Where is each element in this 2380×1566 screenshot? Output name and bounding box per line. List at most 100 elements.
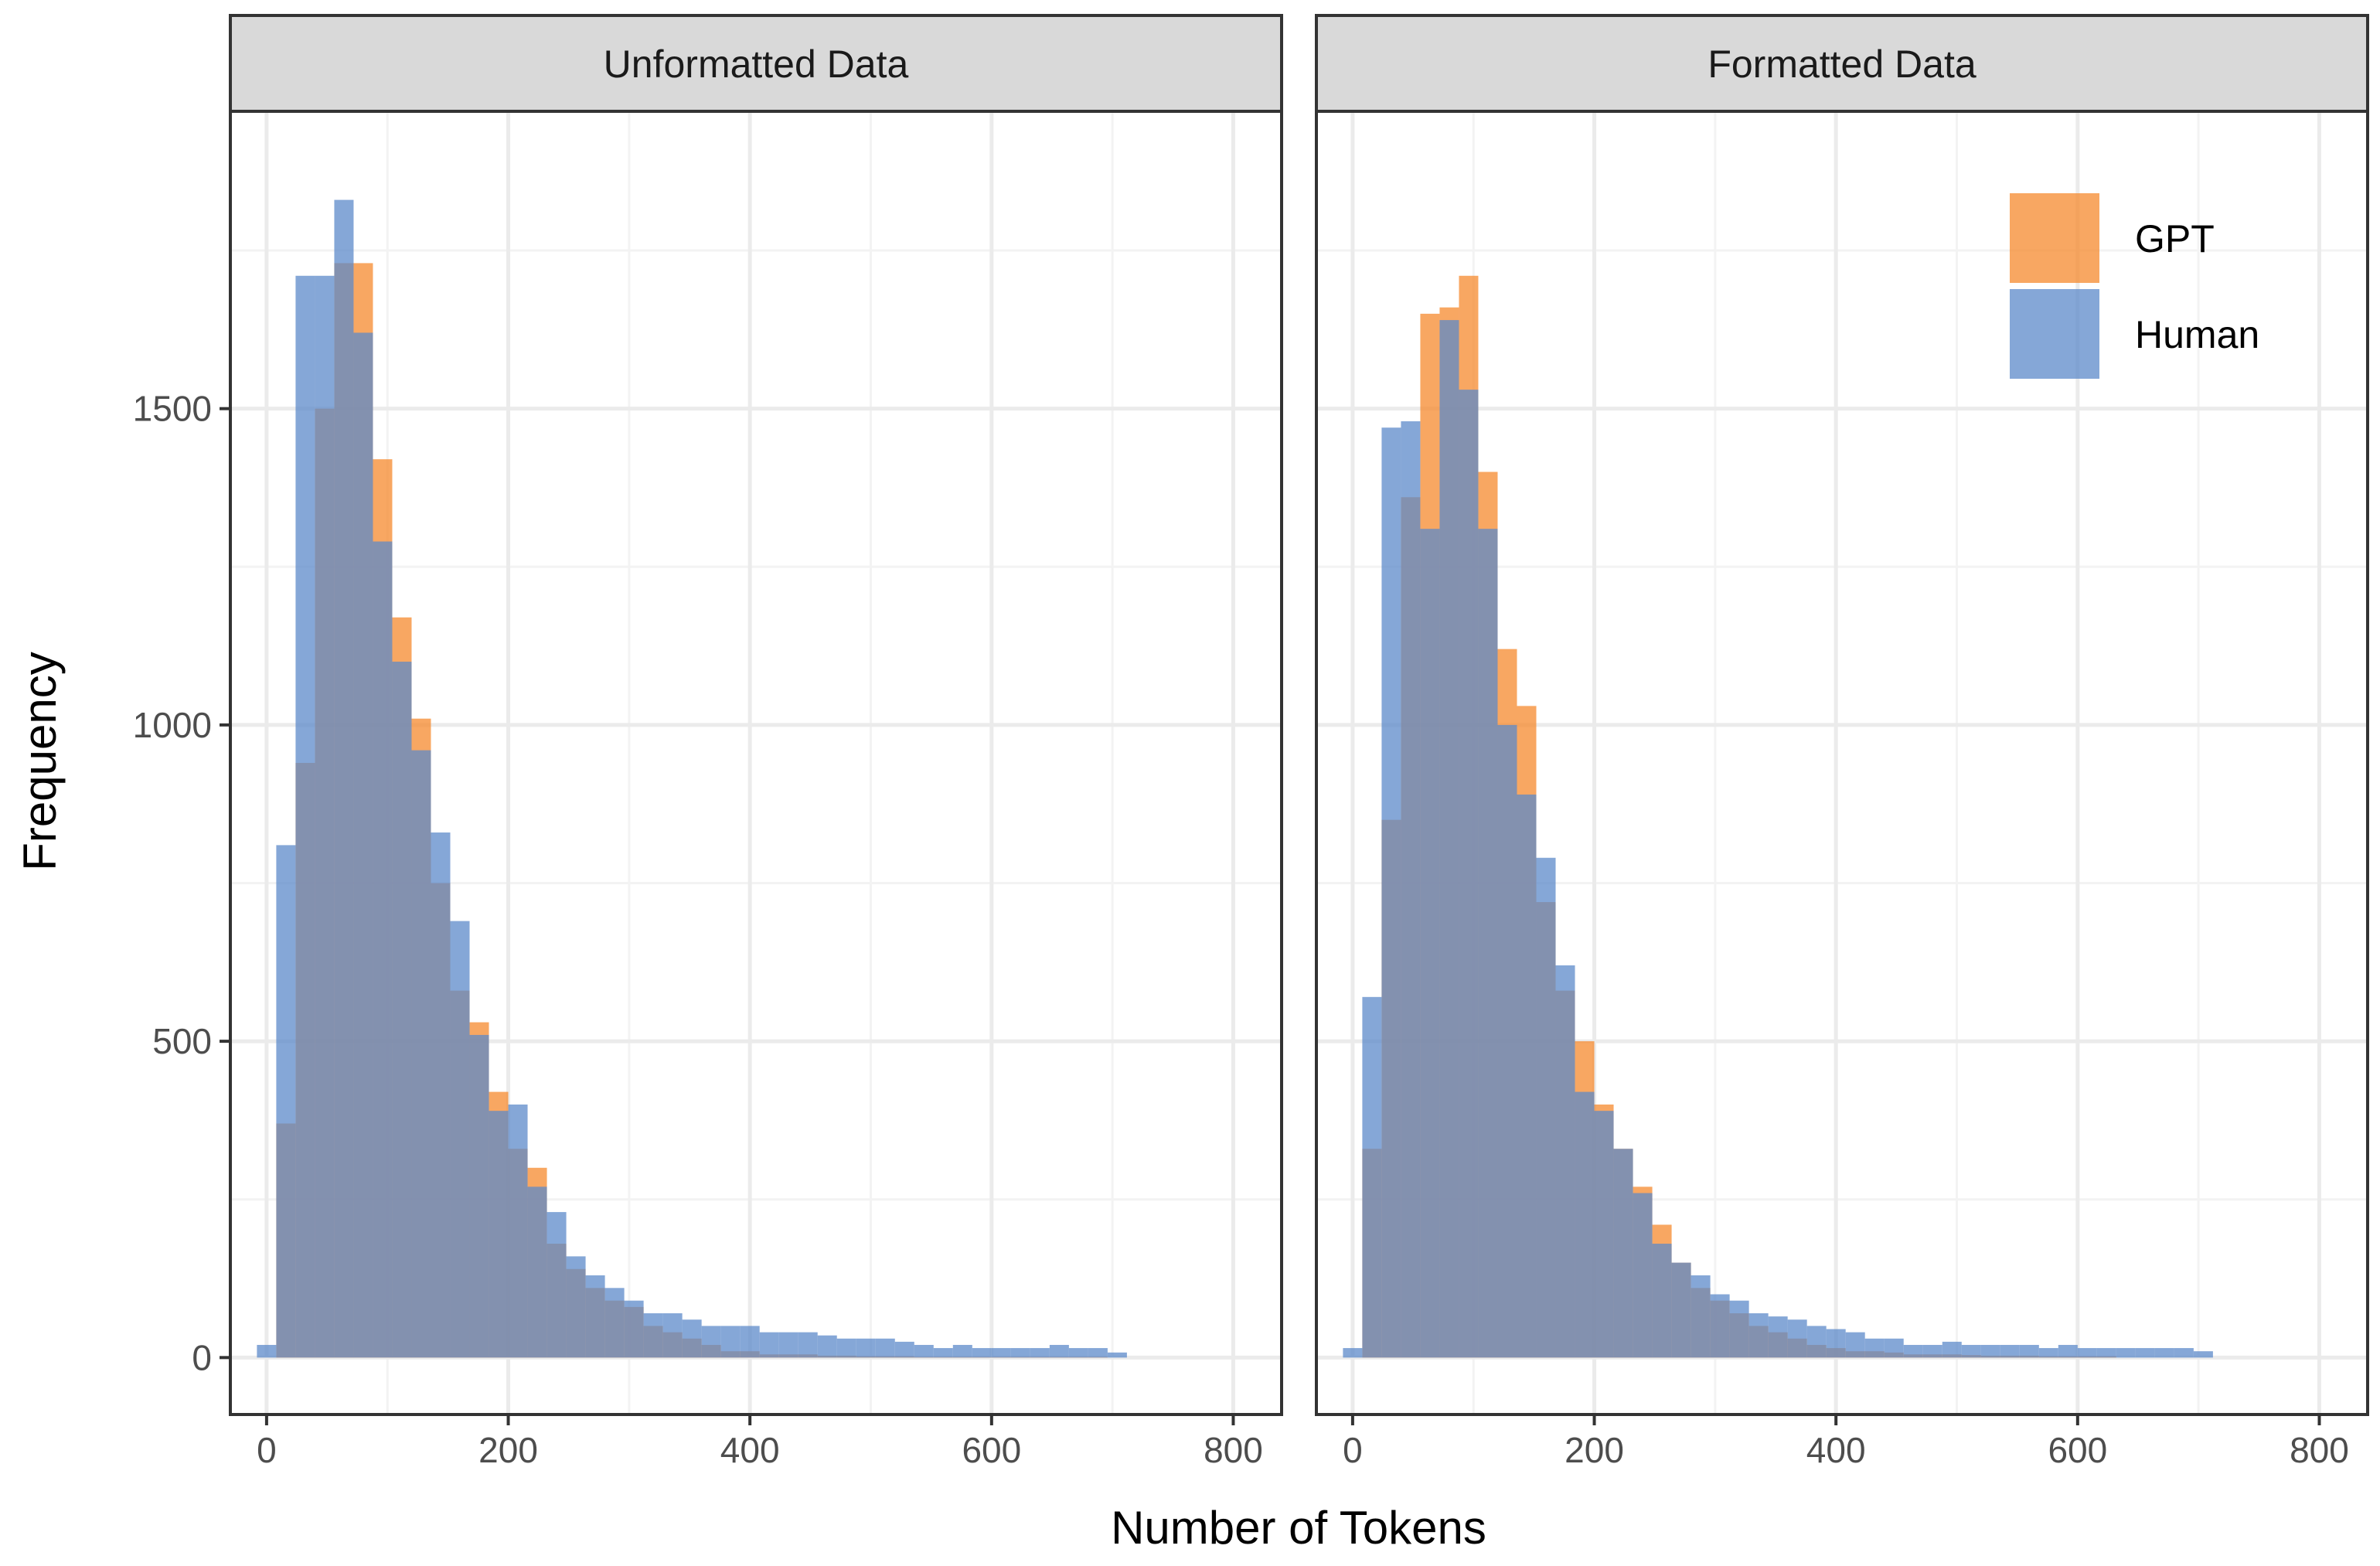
bar-human [411,750,431,1358]
bar-human [624,1300,644,1358]
bar-human [1439,320,1459,1358]
x-tick-label: 600 [962,1430,1021,1470]
bar-human [1845,1332,1865,1358]
bar-human [1903,1344,1923,1358]
y-tick-label: 1000 [133,705,212,745]
bar-human [1517,794,1537,1358]
bar-human [682,1319,702,1358]
x-tick-label: 400 [1806,1430,1866,1470]
y-tick-label: 0 [192,1337,212,1377]
bar-human [1010,1348,1030,1358]
bar-human [450,921,470,1358]
x-tick-label: 200 [1565,1430,1624,1470]
x-tick-label: 800 [2290,1430,2349,1470]
bar-human [2096,1348,2116,1358]
x-tick-label: 200 [478,1430,538,1470]
bar-human [1671,1262,1691,1358]
bar-human [2154,1348,2174,1358]
bar-human [875,1338,895,1358]
bar-human [1497,724,1517,1358]
bar-human [1806,1326,1827,1358]
y-tick-label: 1500 [133,389,212,429]
panel-unformatted-bars [257,199,1127,1358]
panel-formatted-title: Formatted Data [1708,43,1977,86]
bar-human [1922,1344,1942,1358]
y-tick-label: 500 [152,1021,212,1061]
panel-formatted-x-ticks: 0 200 400 600 800 [1343,1415,2349,1470]
bar-human [546,1212,567,1358]
bar-human [508,1104,528,1358]
bar-human [2174,1348,2194,1358]
bar-human [1980,1344,2000,1358]
bar-human [2116,1348,2136,1358]
bar-human [643,1313,663,1358]
bar-human [1420,529,1440,1358]
bar-human [1826,1329,1846,1358]
bar-human [315,275,335,1358]
bar-human [1107,1352,1127,1358]
bar-human [759,1332,779,1358]
y-axis-title: Frequency [14,652,66,870]
x-tick-label: 0 [257,1430,277,1470]
bar-human [527,1186,547,1358]
bar-human [585,1275,605,1358]
bar-human [836,1338,856,1358]
panel-unformatted: Unformatted Data 0 500 1000 1500 0 200 400 600… [133,14,1283,1470]
legend-key-human [2010,289,2099,379]
bar-human [295,275,315,1358]
bar-human [1030,1348,1050,1358]
x-axis-title: Number of Tokens [1111,1502,1486,1554]
x-tick-label: 400 [720,1430,780,1470]
panel-unformatted-x-ticks: 0 200 400 600 800 [257,1415,1263,1470]
bar-human [701,1326,721,1358]
panel-formatted-bars [1343,275,2213,1358]
bar-human [1633,1193,1653,1358]
bar-human [1381,427,1401,1358]
bar-human [276,845,296,1358]
bar-human [489,1111,509,1358]
bar-human [1691,1275,1711,1358]
panel-formatted-strip [1315,14,2369,113]
panel-formatted: Formatted Data 0 200 400 600 800 [1315,14,2369,1470]
bar-human [1068,1348,1088,1358]
bar-human [817,1335,837,1358]
bar-human [972,1348,992,1358]
bar-human [933,1348,953,1358]
bar-human [662,1313,683,1358]
bar-human [2000,1344,2020,1358]
bar-human [2193,1351,2213,1358]
legend-label-gpt: GPT [2135,217,2215,260]
bar-human [1864,1338,1885,1358]
bar-human [1478,529,1498,1358]
bar-human [740,1326,760,1358]
x-tick-label: 600 [2048,1430,2107,1470]
bar-human [720,1326,741,1358]
bar-human [1088,1348,1108,1358]
bar-human [1459,390,1479,1358]
bar-human [2077,1348,2097,1358]
bar-human [1594,1111,1614,1358]
y-axis-ticks: 0 500 1000 1500 [133,389,230,1377]
bar-human [1049,1344,1069,1358]
bar-human [894,1341,914,1358]
bar-human [1401,421,1421,1358]
bar-human [1710,1294,1730,1358]
bar-human [257,1344,277,1358]
x-tick-label: 0 [1343,1430,1363,1470]
bar-human [991,1348,1011,1358]
bar-human [1768,1316,1788,1358]
bar-human [392,662,412,1358]
bar-human [2058,1344,2078,1358]
legend-key-gpt [2010,193,2099,283]
bar-human [2135,1348,2155,1358]
bar-human [1652,1244,1672,1358]
legend: GPT Human [2010,193,2259,379]
bar-human [469,1034,489,1358]
bar-human [1729,1300,1749,1358]
bar-human [431,832,451,1358]
bar-human [1362,996,1382,1358]
bar-human [1555,965,1575,1358]
bar-human [952,1344,972,1358]
bar-human [1613,1149,1633,1358]
